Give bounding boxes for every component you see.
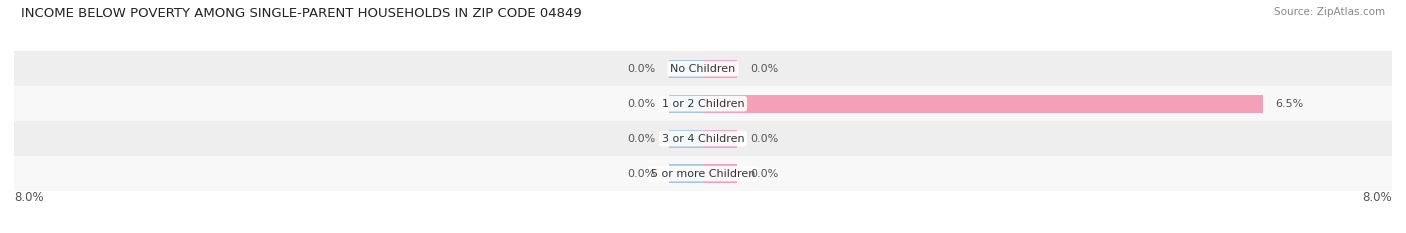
Text: No Children: No Children: [671, 64, 735, 74]
Text: 5 or more Children: 5 or more Children: [651, 169, 755, 178]
Text: 0.0%: 0.0%: [627, 134, 655, 144]
Bar: [14, 51, 1392, 86]
Text: INCOME BELOW POVERTY AMONG SINGLE-PARENT HOUSEHOLDS IN ZIP CODE 04849: INCOME BELOW POVERTY AMONG SINGLE-PARENT…: [21, 7, 582, 20]
Text: 1 or 2 Children: 1 or 2 Children: [662, 99, 744, 109]
Bar: [14, 121, 1392, 156]
Text: 8.0%: 8.0%: [14, 191, 44, 204]
Text: 3 or 4 Children: 3 or 4 Children: [662, 134, 744, 144]
Text: 0.0%: 0.0%: [627, 99, 655, 109]
Bar: [14, 86, 1392, 121]
Bar: [669, 164, 703, 183]
Bar: [14, 156, 1392, 191]
Bar: [703, 60, 738, 78]
Bar: [669, 60, 703, 78]
Text: 0.0%: 0.0%: [627, 64, 655, 74]
Bar: [669, 130, 703, 148]
Text: 0.0%: 0.0%: [627, 169, 655, 178]
Text: 0.0%: 0.0%: [751, 64, 779, 74]
Bar: [669, 95, 703, 113]
Bar: [703, 164, 738, 183]
Bar: [703, 130, 738, 148]
Text: 8.0%: 8.0%: [1362, 191, 1392, 204]
Text: 0.0%: 0.0%: [751, 134, 779, 144]
Text: 6.5%: 6.5%: [1275, 99, 1303, 109]
Text: Source: ZipAtlas.com: Source: ZipAtlas.com: [1274, 7, 1385, 17]
Bar: [703, 95, 1263, 113]
Text: 0.0%: 0.0%: [751, 169, 779, 178]
